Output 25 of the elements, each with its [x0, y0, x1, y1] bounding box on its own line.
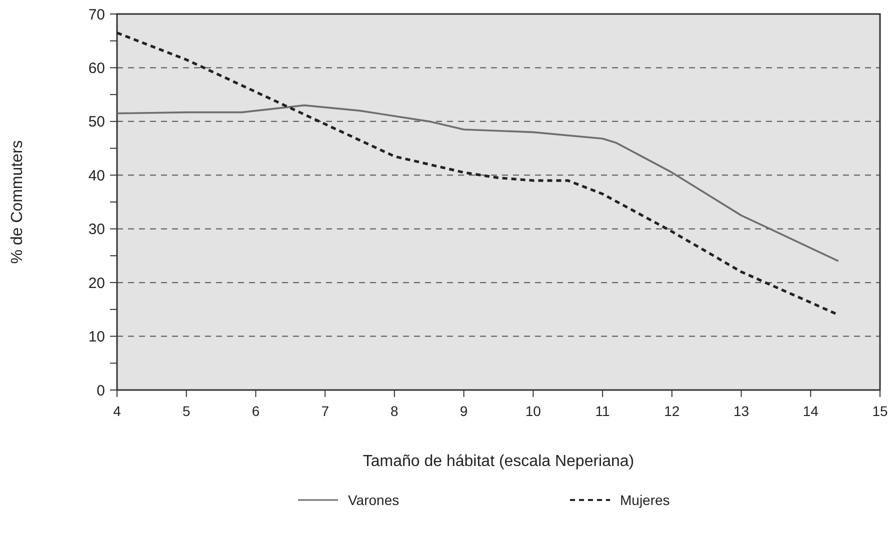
x-tick-label: 13 — [733, 403, 750, 419]
y-tick-label: 0 — [96, 382, 105, 400]
x-tick-label: 14 — [802, 403, 819, 419]
x-tick-label: 5 — [182, 403, 190, 419]
legend-label: Varones — [348, 492, 400, 508]
x-tick-label: 9 — [460, 403, 468, 419]
x-tick-label: 12 — [664, 403, 680, 419]
y-tick-label: 10 — [88, 328, 105, 346]
x-tick-label: 10 — [525, 403, 542, 419]
x-tick-label: 15 — [872, 403, 888, 419]
y-tick-label: 70 — [88, 6, 105, 24]
x-tick-label: 4 — [113, 403, 122, 419]
x-tick-label: 7 — [321, 403, 330, 419]
y-tick-label: 50 — [88, 114, 105, 131]
line-series — [116, 104, 840, 262]
y-axis-title: % de Commuters — [9, 140, 26, 264]
x-tick-label: 11 — [595, 403, 610, 419]
y-tick-label: 20 — [88, 274, 105, 292]
legend-label: Mujeres — [620, 492, 670, 508]
y-tick-label: 30 — [88, 221, 105, 238]
x-axis-title: Tamaño de hábitat (escala Neperiana) — [362, 453, 634, 470]
y-tick-label: 40 — [88, 167, 105, 184]
x-tick-label: 6 — [252, 403, 260, 419]
y-tick-label: 60 — [88, 60, 105, 77]
x-tick-label: 8 — [390, 403, 399, 419]
